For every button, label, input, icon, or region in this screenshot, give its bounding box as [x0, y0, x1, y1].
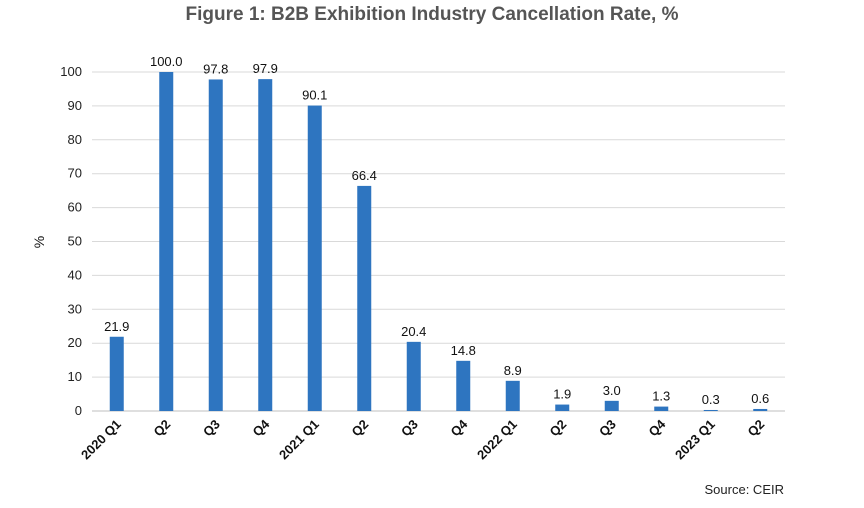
bar: [406, 341, 421, 411]
x-tick-label: Q2: [349, 417, 372, 440]
data-label: 1.9: [553, 387, 571, 402]
data-label: 100.0: [150, 54, 183, 69]
data-label: 14.8: [451, 343, 476, 358]
x-tick-label: Q3: [398, 417, 421, 440]
bar: [258, 79, 273, 411]
data-label: 90.1: [302, 88, 327, 103]
data-label: 20.4: [401, 324, 426, 339]
bar: [159, 72, 174, 411]
y-axis-title: %: [31, 236, 47, 248]
x-tick-label: Q2: [745, 417, 768, 440]
bar: [357, 185, 372, 411]
y-tick-label: 0: [75, 403, 82, 418]
x-tick-label: 2021 Q1: [276, 417, 322, 463]
y-tick-label: 70: [68, 166, 82, 181]
bar: [604, 400, 619, 411]
bar: [753, 408, 768, 411]
x-tick-label: Q2: [547, 417, 570, 440]
x-tick-label: Q4: [646, 416, 669, 439]
x-tick-label: Q4: [250, 416, 273, 439]
y-tick-label: 30: [68, 301, 82, 316]
x-tick-label: 2023 Q1: [672, 417, 718, 463]
bar: [703, 409, 718, 411]
y-tick-label: 80: [68, 132, 82, 147]
bar: [208, 79, 223, 411]
bar: [456, 360, 471, 411]
x-tick-label: Q3: [596, 417, 619, 440]
data-label: 97.9: [253, 61, 278, 76]
x-tick-label: Q3: [200, 417, 223, 440]
y-tick-label: 90: [68, 98, 82, 113]
data-label: 8.9: [504, 363, 522, 378]
bar: [555, 404, 570, 411]
y-tick-label: 40: [68, 267, 82, 282]
bar: [654, 406, 669, 411]
data-label: 21.9: [104, 319, 129, 334]
x-tick-label: Q4: [448, 416, 471, 439]
y-tick-label: 10: [68, 369, 82, 384]
x-tick-label: 2020 Q1: [78, 417, 124, 463]
y-tick-label: 50: [68, 234, 82, 249]
source-note: Source: CEIR: [704, 482, 784, 497]
data-label: 0.6: [751, 391, 769, 406]
x-tick-label: Q2: [151, 417, 174, 440]
data-label: 66.4: [352, 168, 377, 183]
y-tick-label: 100: [60, 64, 82, 79]
bar: [505, 380, 520, 411]
x-tick-label: 2022 Q1: [474, 417, 520, 463]
y-tick-label: 60: [68, 200, 82, 215]
y-tick-label: 20: [68, 335, 82, 350]
data-label: 3.0: [603, 383, 621, 398]
bar: [307, 105, 322, 411]
data-label: 1.3: [652, 389, 670, 404]
chart-title: Figure 1: B2B Exhibition Industry Cancel…: [185, 4, 679, 25]
data-label: 97.8: [203, 61, 228, 76]
bar: [109, 336, 124, 411]
data-label: 0.3: [702, 392, 720, 407]
